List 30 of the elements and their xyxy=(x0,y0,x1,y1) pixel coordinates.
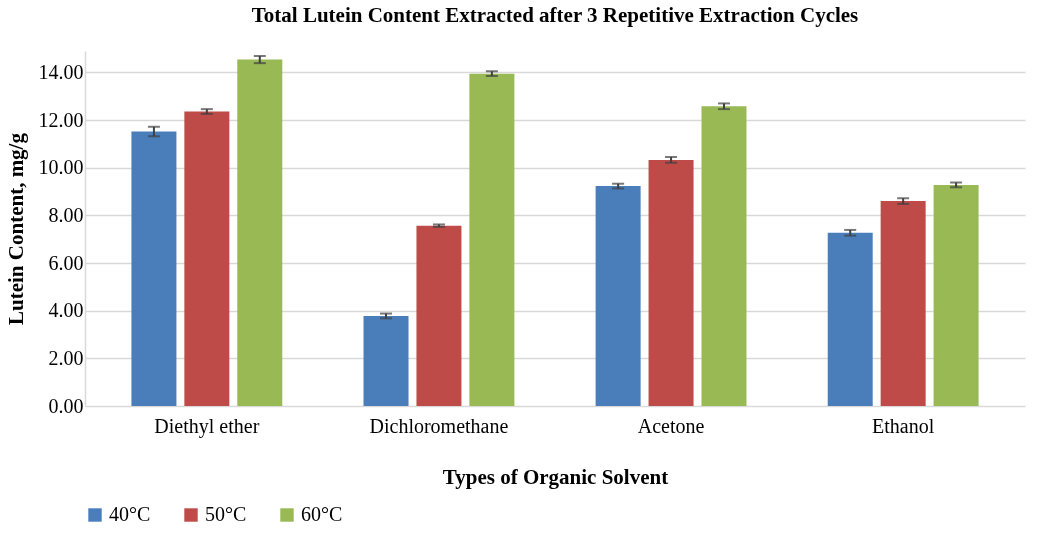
bar xyxy=(880,201,926,406)
bar xyxy=(184,111,230,406)
x-tick-label: Ethanol xyxy=(872,414,935,437)
legend-label: 50°C xyxy=(205,503,247,525)
bar xyxy=(237,59,283,406)
x-tick-label: Dichloromethane xyxy=(369,414,509,437)
y-tick-label: 10.00 xyxy=(38,156,84,179)
y-tick-label: 8.00 xyxy=(48,203,84,226)
bar xyxy=(363,315,409,406)
bar xyxy=(648,159,694,406)
bar xyxy=(131,131,177,406)
y-axis-title: Lutein Content, mg/g xyxy=(3,132,28,325)
y-tick-label: 0.00 xyxy=(48,394,84,417)
x-axis-title: Types of Organic Solvent xyxy=(442,464,669,489)
y-tick-label: 2.00 xyxy=(48,346,84,369)
bar xyxy=(416,225,462,406)
legend-label: 40°C xyxy=(109,503,151,525)
bar xyxy=(827,232,873,406)
bar xyxy=(701,106,747,406)
y-tick-label: 12.00 xyxy=(38,108,84,131)
bar xyxy=(933,184,979,406)
y-tick-label: 14.00 xyxy=(38,60,84,83)
x-tick-label: Diethyl ether xyxy=(154,414,260,438)
x-tick-label: Acetone xyxy=(637,414,705,437)
chart-title: Total Lutein Content Extracted after 3 Repetitive Extraction Cycles xyxy=(251,3,859,27)
bar xyxy=(469,73,515,406)
legend-label: 60°C xyxy=(301,503,343,525)
y-tick-label: 6.00 xyxy=(48,251,84,274)
y-tick-label: 4.00 xyxy=(48,299,84,322)
bar xyxy=(595,186,641,406)
